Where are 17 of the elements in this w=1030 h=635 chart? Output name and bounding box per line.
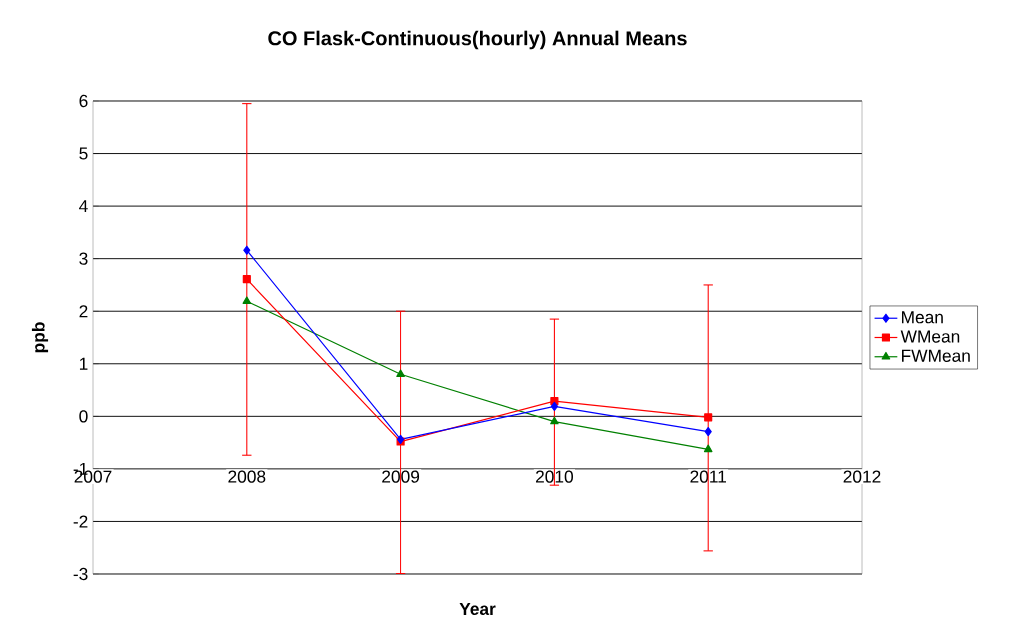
y-tick-label: 0 — [79, 410, 88, 423]
legend-label: Mean — [902, 311, 943, 324]
x-axis-title: Year — [459, 602, 496, 616]
y-tick-label: -2 — [73, 515, 88, 528]
y-tick-label: 2 — [79, 305, 88, 318]
y-tick-label: 1 — [79, 357, 88, 370]
x-tick-label: 2012 — [843, 470, 881, 483]
x-tick-label: 2008 — [228, 470, 266, 483]
legend-label: FWMean — [902, 349, 970, 362]
y-axis-title: ppb — [31, 322, 49, 353]
y-tick-label: -3 — [73, 567, 88, 581]
y-tick-label: 4 — [79, 200, 88, 213]
legend-label: WMean — [900, 330, 960, 343]
y-tick-label: 5 — [79, 147, 88, 160]
y-tick-label: 3 — [79, 252, 88, 265]
chart-title: CO Flask-Continuous(hourly) Annual Means — [268, 30, 687, 50]
y-tick-label: 6 — [79, 94, 88, 108]
